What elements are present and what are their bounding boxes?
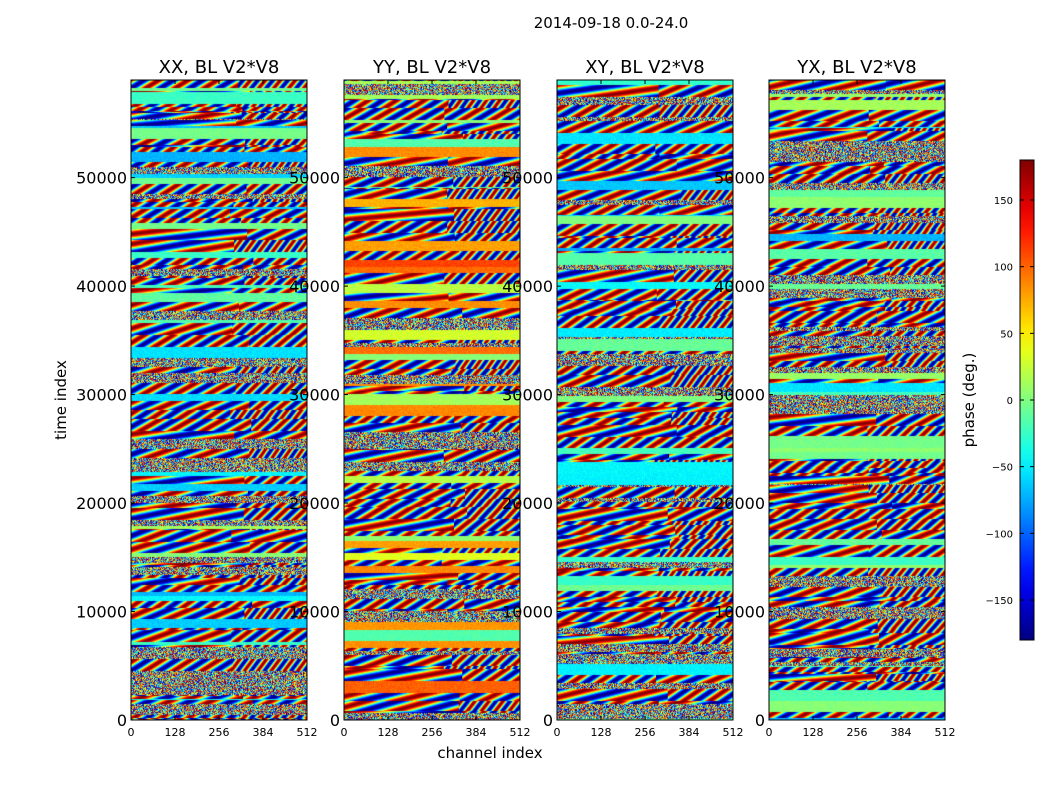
y-tick-label: 10000 (714, 603, 765, 622)
colorbar: −150 −100 −50 0 50 100 150 (986, 159, 1035, 641)
colorbar-tick-label: −150 (986, 596, 1013, 607)
y-axis-label: time index (52, 360, 70, 440)
panel-title: XX, BL V2*V8 (159, 57, 280, 78)
y-tick-label: 0 (543, 711, 553, 730)
heatmap-image (769, 80, 945, 720)
heatmap-image (131, 80, 307, 720)
colorbar-label: phase (deg.) (960, 353, 978, 448)
x-tick-label: 256 (422, 726, 443, 739)
x-tick-label: 128 (803, 726, 824, 739)
x-tick-label: 128 (591, 726, 612, 739)
y-tick-label: 10000 (76, 603, 127, 622)
y-tick-label: 20000 (502, 494, 553, 513)
figure-suptitle: 2014-09-18 0.0-24.0 (534, 14, 689, 32)
x-tick-label: 0 (341, 726, 348, 739)
panel-xy: XY, BL V2*V8 0 128 256 384 512 0 10000 20000 3000… (502, 57, 743, 739)
y-tick-label: 10000 (502, 603, 553, 622)
x-tick-label: 256 (847, 726, 868, 739)
panel-yy: YY, BL V2*V8 0 128 256 384 512 0 10000 20000 3000… (289, 57, 530, 739)
x-axis-label: channel index (437, 744, 542, 762)
heatmap-image (344, 80, 520, 720)
y-tick-label: 40000 (502, 277, 553, 296)
colorbar-tick-label: 0 (1007, 396, 1013, 407)
y-tick-label: 40000 (76, 277, 127, 296)
y-tick-label: 0 (330, 711, 340, 730)
x-tick-label: 512 (723, 726, 744, 739)
y-tick-label: 20000 (289, 494, 340, 513)
colorbar-tick-label: −50 (992, 463, 1013, 474)
x-tick-label: 384 (253, 726, 274, 739)
y-tick-label: 30000 (714, 386, 765, 405)
panel-yx: YX, BL V2*V8 0 128 256 384 512 0 10000 20000 3000… (714, 57, 955, 739)
y-tick-label: 50000 (502, 169, 553, 188)
y-tick-label: 40000 (714, 277, 765, 296)
y-tick-label: 30000 (502, 386, 553, 405)
colorbar-tick-label: 150 (994, 196, 1013, 207)
y-tick-label: 40000 (289, 277, 340, 296)
heatmap-image (557, 80, 733, 720)
y-tick-label: 0 (755, 711, 765, 730)
x-tick-label: 0 (128, 726, 135, 739)
x-tick-label: 384 (466, 726, 487, 739)
y-tick-label: 0 (117, 711, 127, 730)
x-tick-label: 384 (679, 726, 700, 739)
y-tick-label: 50000 (76, 169, 127, 188)
x-tick-label: 256 (635, 726, 656, 739)
panels: XX, BL V2*V8 0 128 256 384 512 0 10000 20000 3000… (76, 57, 955, 739)
x-tick-label: 0 (766, 726, 773, 739)
x-tick-label: 128 (378, 726, 399, 739)
y-tick-label: 50000 (289, 169, 340, 188)
panel-title: YX, BL V2*V8 (796, 57, 916, 78)
x-tick-label: 128 (165, 726, 186, 739)
x-tick-label: 512 (297, 726, 318, 739)
colorbar-tick-label: 50 (1000, 329, 1013, 340)
x-tick-label: 512 (935, 726, 956, 739)
colorbar-tick-label: 100 (994, 263, 1013, 274)
y-tick-label: 20000 (76, 494, 127, 513)
x-tick-label: 384 (891, 726, 912, 739)
x-tick-label: 256 (209, 726, 230, 739)
x-tick-label: 512 (510, 726, 531, 739)
y-tick-label: 10000 (289, 603, 340, 622)
panel-xx: XX, BL V2*V8 0 128 256 384 512 0 10000 20000 3000… (76, 57, 317, 739)
colorbar-tick-label: −100 (986, 529, 1013, 540)
y-tick-label: 50000 (714, 169, 765, 188)
y-tick-label: 30000 (289, 386, 340, 405)
panel-title: XY, BL V2*V8 (585, 57, 704, 78)
x-tick-label: 0 (554, 726, 561, 739)
y-tick-label: 20000 (714, 494, 765, 513)
y-tick-label: 30000 (76, 386, 127, 405)
panel-title: YY, BL V2*V8 (372, 57, 491, 78)
